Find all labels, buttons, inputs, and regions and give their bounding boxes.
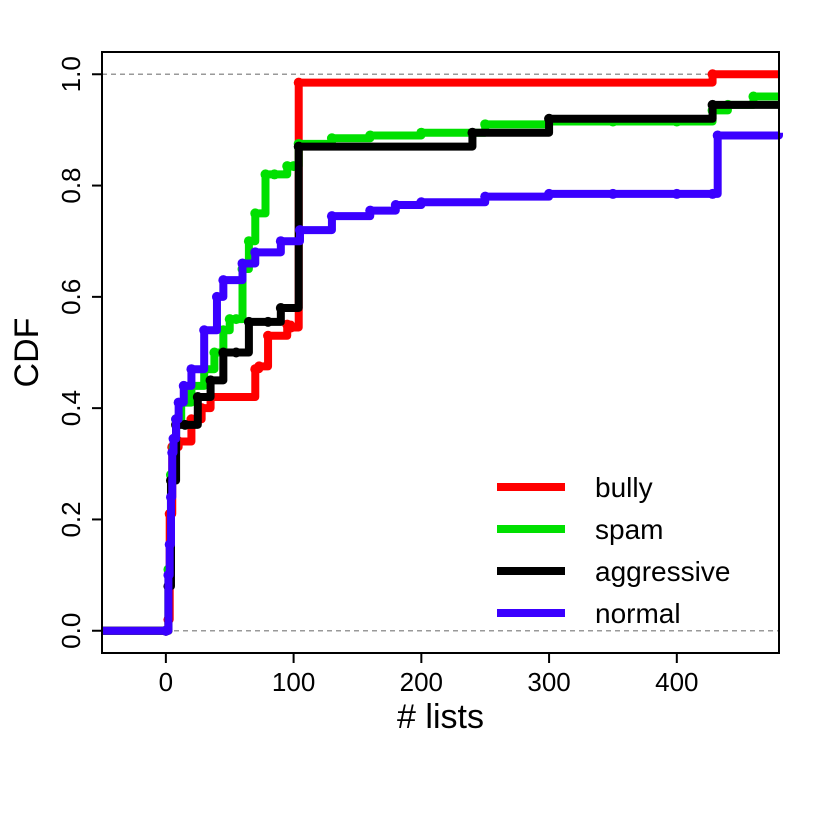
legend-label-aggressive: aggressive <box>595 556 730 587</box>
x-tick-label: 400 <box>655 667 698 697</box>
y-tick-label: 0.0 <box>56 613 86 649</box>
data-point-normal <box>326 211 337 222</box>
data-point-normal <box>544 188 555 199</box>
x-tick-label: 100 <box>272 667 315 697</box>
data-point-normal <box>164 539 175 550</box>
data-point-spam <box>748 91 759 102</box>
data-point-normal <box>416 197 427 208</box>
data-point-aggressive <box>275 302 286 313</box>
legend-item-aggressive: aggressive <box>497 556 730 587</box>
data-point-aggressive <box>218 347 229 358</box>
legend-item-normal: normal <box>497 598 681 629</box>
data-point-aggressive <box>467 127 478 138</box>
data-point-spam <box>250 208 261 219</box>
data-point-spam <box>243 236 254 247</box>
data-point-normal <box>171 414 182 425</box>
series-layer <box>102 69 783 636</box>
data-point-normal <box>712 130 723 141</box>
data-point-normal <box>275 236 286 247</box>
data-point-aggressive <box>544 113 555 124</box>
data-point-bully <box>707 69 718 80</box>
data-point-spam <box>231 314 242 325</box>
data-point-aggressive <box>707 99 718 110</box>
data-point-aggressive <box>180 419 191 430</box>
series-normal <box>102 130 783 636</box>
data-point-normal <box>165 492 176 503</box>
y-tick-label: 1.0 <box>56 56 86 92</box>
y-axis-label: CDF <box>8 318 46 388</box>
legend-label-normal: normal <box>595 598 681 629</box>
data-point-normal <box>163 570 174 581</box>
reference-lines <box>102 73 779 632</box>
data-point-spam <box>365 130 376 141</box>
x-tick-label: 200 <box>400 667 443 697</box>
data-point-normal <box>707 188 718 199</box>
data-point-spam <box>326 133 337 144</box>
data-point-normal <box>173 397 184 408</box>
data-point-normal <box>199 325 210 336</box>
data-point-bully <box>293 77 304 88</box>
axes: 0 100 200 300 400 0.0 0.2 0.4 0.6 0.8 1.0 <box>56 56 699 697</box>
data-point-normal <box>168 433 179 444</box>
data-point-spam <box>209 347 220 358</box>
series-line-normal <box>102 131 783 635</box>
data-point-normal <box>211 291 222 302</box>
y-tick-label: 0.8 <box>56 167 86 203</box>
data-point-spam <box>480 119 491 130</box>
legend-label-spam: spam <box>595 514 663 545</box>
data-point-aggressive <box>231 347 242 358</box>
data-point-aggressive <box>263 316 274 327</box>
legend: bully spam aggressive normal <box>497 472 730 629</box>
data-point-normal <box>390 200 401 211</box>
data-point-normal <box>178 380 189 391</box>
x-axis-label: # lists <box>397 698 484 736</box>
data-point-spam <box>269 169 280 180</box>
data-point-bully <box>286 322 297 333</box>
data-point-normal <box>365 205 376 216</box>
legend-item-spam: spam <box>497 514 663 545</box>
data-point-bully <box>263 330 274 341</box>
data-point-bully <box>254 361 265 372</box>
data-point-normal <box>218 275 229 286</box>
data-point-normal <box>607 188 618 199</box>
y-tick-label: 0.2 <box>56 501 86 537</box>
data-point-normal <box>480 191 491 202</box>
x-tick-label: 0 <box>159 667 173 697</box>
data-point-normal <box>237 258 248 269</box>
data-point-normal <box>186 364 197 375</box>
legend-label-bully: bully <box>595 472 653 503</box>
data-point-spam <box>416 127 427 138</box>
data-point-aggressive <box>192 392 203 403</box>
data-point-aggressive <box>293 141 304 152</box>
y-tick-label: 0.4 <box>56 390 86 426</box>
data-point-aggressive <box>243 316 254 327</box>
plot-frame <box>101 51 780 654</box>
data-point-spam <box>260 169 271 180</box>
data-point-normal <box>294 225 305 236</box>
legend-item-bully: bully <box>497 472 653 503</box>
x-tick-label: 300 <box>527 667 570 697</box>
data-point-aggressive <box>205 375 216 386</box>
data-point-normal <box>160 625 171 636</box>
y-tick-label: 0.6 <box>56 279 86 315</box>
data-point-normal <box>250 247 261 258</box>
data-point-normal <box>167 447 178 458</box>
data-point-normal <box>671 188 682 199</box>
